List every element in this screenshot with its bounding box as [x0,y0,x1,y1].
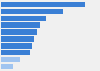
Bar [1,2,85,7]
Bar [1,43,32,48]
Bar [1,36,34,42]
Bar [1,50,30,55]
Bar [1,16,46,21]
Bar [1,29,37,35]
Bar [1,23,40,28]
Bar [1,9,63,14]
Bar [1,57,20,62]
Bar [1,64,13,69]
